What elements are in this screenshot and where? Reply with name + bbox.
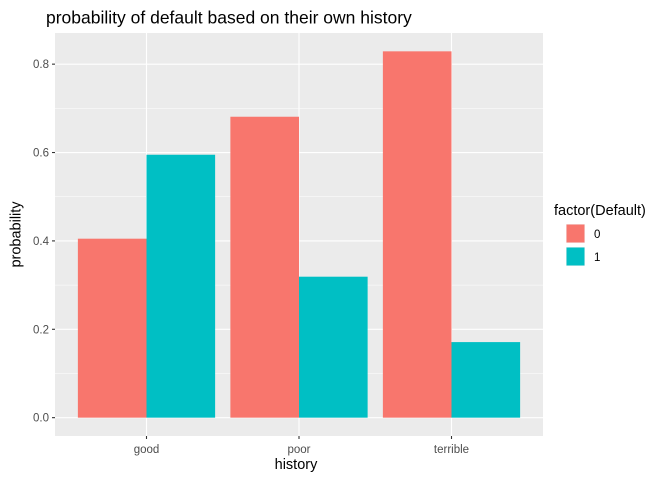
y-axis-title: probability: [9, 201, 25, 268]
bar-terrible-default-1: [451, 342, 521, 418]
legend: factor(Default) 01: [554, 203, 646, 266]
bar-good-default-0: [77, 238, 147, 418]
bar-good-default-1: [146, 154, 216, 418]
y-tick-label: 0.8: [33, 59, 49, 71]
bar-poor-default-0: [230, 116, 299, 418]
bars: [77, 51, 521, 418]
y-tick-label: 0.0: [33, 413, 49, 425]
axis-ticks: 0.0 0.2 0.4 0.6 0.8 good poor terrible: [33, 59, 469, 456]
x-tick-label-terrible: terrible: [434, 444, 469, 456]
x-tick-label-poor: poor: [287, 444, 310, 456]
x-axis-title: history: [275, 457, 318, 473]
legend-label-0: 0: [594, 229, 600, 241]
legend-title: factor(Default): [554, 203, 646, 219]
y-tick-label: 0.4: [33, 236, 50, 248]
x-tick-label-good: good: [134, 444, 160, 456]
y-tick-label: 0.2: [33, 324, 49, 336]
bar-terrible-default-0: [382, 51, 452, 418]
legend-label-1: 1: [594, 252, 600, 264]
legend-swatch-1: [566, 247, 585, 266]
legend-swatch-0: [566, 224, 585, 243]
chart-title: probability of default based on their ow…: [46, 8, 412, 28]
y-tick-label: 0.6: [33, 148, 49, 160]
legend-items: 01: [566, 224, 600, 266]
bar-poor-default-1: [299, 276, 368, 418]
